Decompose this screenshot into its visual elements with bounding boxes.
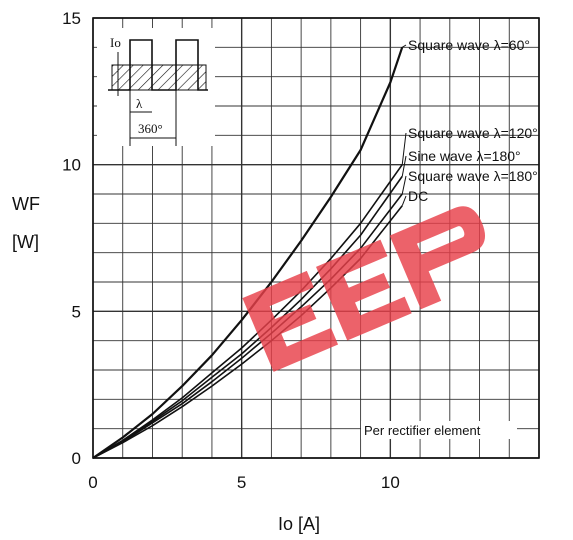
watermark-logo — [242, 206, 486, 372]
x-axis-label: Io [A] — [278, 514, 320, 534]
curve-label: Square wave λ=180° — [408, 168, 538, 184]
period-inset-label: 360° — [138, 121, 163, 136]
y-tick-label: 10 — [62, 156, 81, 175]
plot-frame — [92, 17, 540, 459]
y-axis-label: WF — [12, 194, 40, 214]
y-tick-label: 5 — [72, 302, 81, 321]
x-tick-label: 10 — [381, 473, 400, 492]
curve-label: DC — [408, 188, 428, 204]
note-background — [361, 421, 517, 439]
note-box: Per rectifier element — [361, 421, 517, 439]
curve-labels: Square wave λ=60° Square wave λ=120° Sine … — [401, 37, 538, 206]
note-text: Per rectifier element — [364, 423, 481, 438]
square-wave-pulse — [108, 39, 208, 91]
curve-label: Square wave λ=60° — [408, 37, 530, 53]
x-tick-label: 0 — [88, 473, 97, 492]
y-tick-label: 0 — [72, 449, 81, 468]
axes-text: 0 5 10 0 5 10 15 — [62, 9, 400, 492]
curve-label-leader — [401, 155, 407, 177]
series-line-2 — [92, 164, 403, 459]
y-axis-unit: [W] — [12, 232, 39, 252]
x-tick-label: 5 — [237, 473, 246, 492]
curve-label-leader — [401, 44, 407, 48]
io-inset-label: Io — [110, 35, 121, 50]
average-current-hatch — [111, 64, 207, 91]
watermark-shape-1 — [242, 270, 339, 372]
curve-label: Square wave λ=120° — [408, 125, 538, 141]
watermark-shape-2 — [316, 239, 412, 341]
lambda-inset-label: λ — [136, 96, 143, 111]
y-tick-label: 15 — [62, 9, 81, 28]
curve-label-leader — [401, 195, 407, 206]
curve-label-leader — [401, 175, 407, 195]
watermark-shape-3 — [389, 206, 486, 310]
curve-label-leader — [401, 132, 407, 165]
curve-label: Sine wave λ=180° — [408, 148, 521, 164]
inset-diagram: Io λ 360° — [97, 28, 215, 146]
